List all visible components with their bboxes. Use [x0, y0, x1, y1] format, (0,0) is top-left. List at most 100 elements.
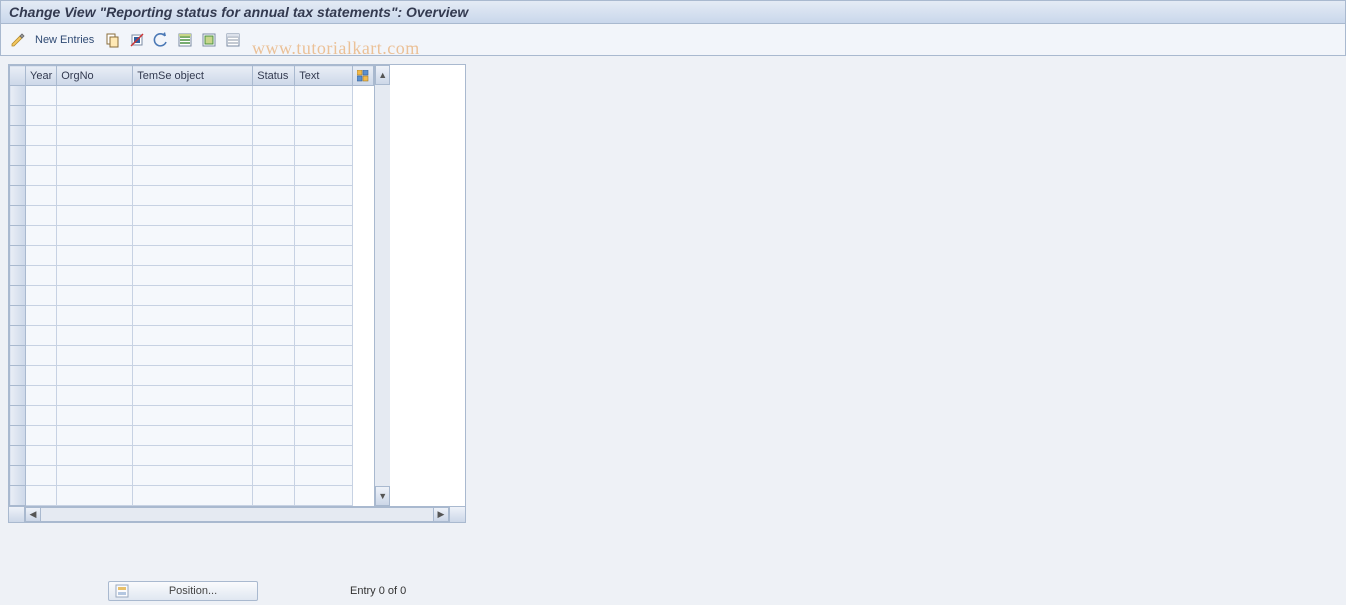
- table-cell[interactable]: [133, 366, 253, 386]
- table-cell[interactable]: [26, 366, 57, 386]
- table-cell[interactable]: [133, 226, 253, 246]
- table-cell[interactable]: [295, 426, 353, 446]
- table-cell[interactable]: [26, 86, 57, 106]
- table-cell[interactable]: [57, 386, 133, 406]
- table-cell[interactable]: [57, 166, 133, 186]
- table-cell[interactable]: [253, 346, 295, 366]
- table-cell[interactable]: [57, 266, 133, 286]
- table-cell[interactable]: [295, 286, 353, 306]
- col-header-temse[interactable]: TemSe object: [133, 66, 253, 86]
- select-all-icon[interactable]: [176, 31, 194, 49]
- table-cell[interactable]: [57, 226, 133, 246]
- table-cell[interactable]: [57, 326, 133, 346]
- table-cell[interactable]: [253, 386, 295, 406]
- table-cell[interactable]: [295, 86, 353, 106]
- undo-icon[interactable]: [152, 31, 170, 49]
- table-cell[interactable]: [133, 386, 253, 406]
- table-cell[interactable]: [133, 206, 253, 226]
- col-header-status[interactable]: Status: [253, 66, 295, 86]
- table-cell[interactable]: [57, 306, 133, 326]
- table-cell[interactable]: [26, 346, 57, 366]
- row-selector-header[interactable]: [10, 66, 26, 86]
- table-cell[interactable]: [26, 126, 57, 146]
- row-selector[interactable]: [10, 266, 26, 286]
- table-cell[interactable]: [253, 106, 295, 126]
- delete-icon[interactable]: [128, 31, 146, 49]
- table-cell[interactable]: [295, 446, 353, 466]
- table-cell[interactable]: [253, 146, 295, 166]
- table-cell[interactable]: [295, 186, 353, 206]
- table-cell[interactable]: [133, 306, 253, 326]
- table-cell[interactable]: [57, 466, 133, 486]
- row-selector[interactable]: [10, 126, 26, 146]
- table-cell[interactable]: [253, 406, 295, 426]
- table-cell[interactable]: [253, 446, 295, 466]
- table-cell[interactable]: [57, 486, 133, 506]
- table-cell[interactable]: [57, 286, 133, 306]
- table-cell[interactable]: [26, 426, 57, 446]
- table-cell[interactable]: [253, 466, 295, 486]
- table-cell[interactable]: [57, 446, 133, 466]
- col-header-orgno[interactable]: OrgNo: [57, 66, 133, 86]
- row-selector[interactable]: [10, 346, 26, 366]
- table-cell[interactable]: [133, 146, 253, 166]
- table-cell[interactable]: [253, 206, 295, 226]
- table-cell[interactable]: [57, 86, 133, 106]
- table-cell[interactable]: [57, 186, 133, 206]
- table-cell[interactable]: [26, 146, 57, 166]
- table-cell[interactable]: [26, 206, 57, 226]
- table-cell[interactable]: [57, 346, 133, 366]
- table-cell[interactable]: [57, 126, 133, 146]
- row-selector[interactable]: [10, 286, 26, 306]
- table-cell[interactable]: [253, 186, 295, 206]
- row-selector[interactable]: [10, 146, 26, 166]
- table-cell[interactable]: [295, 326, 353, 346]
- scroll-left-icon[interactable]: ◀: [25, 507, 41, 522]
- row-selector[interactable]: [10, 246, 26, 266]
- table-cell[interactable]: [133, 186, 253, 206]
- col-header-year[interactable]: Year: [26, 66, 57, 86]
- row-selector[interactable]: [10, 486, 26, 506]
- position-button[interactable]: Position...: [108, 581, 258, 601]
- row-selector[interactable]: [10, 326, 26, 346]
- scroll-down-icon[interactable]: ▼: [375, 486, 390, 506]
- table-cell[interactable]: [295, 306, 353, 326]
- change-display-icon[interactable]: [9, 31, 27, 49]
- table-cell[interactable]: [253, 266, 295, 286]
- table-cell[interactable]: [295, 266, 353, 286]
- table-cell[interactable]: [295, 486, 353, 506]
- table-cell[interactable]: [133, 326, 253, 346]
- row-selector[interactable]: [10, 446, 26, 466]
- table-cell[interactable]: [133, 166, 253, 186]
- table-cell[interactable]: [295, 126, 353, 146]
- table-cell[interactable]: [133, 406, 253, 426]
- table-config-icon[interactable]: [353, 66, 374, 86]
- table-cell[interactable]: [57, 246, 133, 266]
- table-cell[interactable]: [26, 466, 57, 486]
- horizontal-scrollbar[interactable]: ◀ ▶: [9, 506, 465, 522]
- table-cell[interactable]: [295, 146, 353, 166]
- table-cell[interactable]: [133, 346, 253, 366]
- row-selector[interactable]: [10, 406, 26, 426]
- table-cell[interactable]: [295, 346, 353, 366]
- scroll-track-horizontal[interactable]: [41, 507, 433, 522]
- table-cell[interactable]: [295, 246, 353, 266]
- table-cell[interactable]: [253, 326, 295, 346]
- row-selector[interactable]: [10, 306, 26, 326]
- vertical-scrollbar[interactable]: ▲ ▼: [374, 65, 390, 506]
- row-selector[interactable]: [10, 386, 26, 406]
- table-cell[interactable]: [253, 166, 295, 186]
- table-cell[interactable]: [57, 366, 133, 386]
- table-cell[interactable]: [253, 246, 295, 266]
- table-cell[interactable]: [57, 426, 133, 446]
- row-selector[interactable]: [10, 426, 26, 446]
- table-cell[interactable]: [26, 166, 57, 186]
- table-cell[interactable]: [253, 86, 295, 106]
- table-cell[interactable]: [26, 386, 57, 406]
- table-cell[interactable]: [26, 286, 57, 306]
- new-entries-button[interactable]: New Entries: [33, 34, 98, 46]
- table-cell[interactable]: [295, 166, 353, 186]
- deselect-all-icon[interactable]: [224, 31, 242, 49]
- table-cell[interactable]: [133, 446, 253, 466]
- table-cell[interactable]: [295, 226, 353, 246]
